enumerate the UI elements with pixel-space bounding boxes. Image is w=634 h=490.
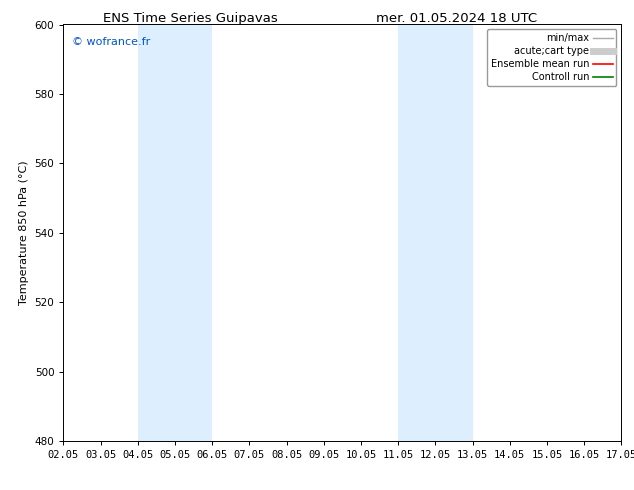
Bar [398,24,472,441]
Y-axis label: Temperature 850 hPa (°C): Temperature 850 hPa (°C) [19,160,29,305]
Legend: min/max, acute;cart type, Ensemble mean run, Controll run: min/max, acute;cart type, Ensemble mean … [487,29,616,86]
Text: ENS Time Series Guipavas: ENS Time Series Guipavas [103,12,278,25]
Bar [138,24,212,441]
Text: © wofrance.fr: © wofrance.fr [72,37,150,47]
Text: mer. 01.05.2024 18 UTC: mer. 01.05.2024 18 UTC [376,12,537,25]
